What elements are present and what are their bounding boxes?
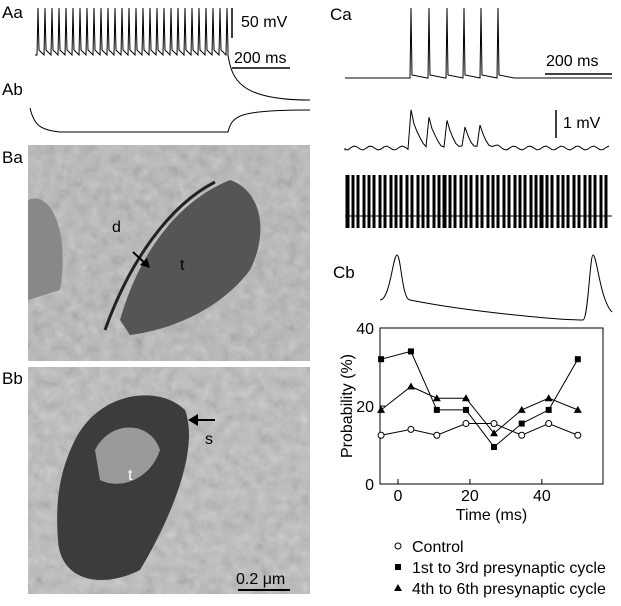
marker xyxy=(377,431,385,439)
marker xyxy=(545,420,553,428)
series-line xyxy=(380,423,579,436)
trace-ca-post xyxy=(344,109,610,151)
marker xyxy=(377,405,386,413)
x-tick-label: 0 xyxy=(394,488,403,505)
legend-marker xyxy=(394,584,402,591)
legend-marker xyxy=(394,542,402,550)
marker xyxy=(433,406,440,413)
em-image-bb xyxy=(28,367,310,594)
series-line xyxy=(380,385,579,435)
marker xyxy=(518,431,526,439)
arrow-head xyxy=(140,258,150,268)
y-tick-label: 0 xyxy=(365,477,374,494)
marker xyxy=(461,394,470,402)
marker xyxy=(544,394,553,402)
em-label: d xyxy=(112,219,121,236)
x-tick-label: 40 xyxy=(533,488,551,505)
marker xyxy=(490,420,498,428)
em-label: t xyxy=(180,257,185,274)
y-tick-label: 20 xyxy=(356,399,374,416)
em-label: t xyxy=(128,467,133,484)
legend-label: 4th to 6th presynaptic cycle xyxy=(412,581,606,598)
series-line xyxy=(380,350,579,448)
legend-marker xyxy=(395,564,401,570)
trace-ca xyxy=(345,7,612,79)
marker xyxy=(407,348,414,355)
scale-label: 50 mV xyxy=(241,14,288,31)
traces xyxy=(29,7,613,321)
panel-label: Ba xyxy=(2,148,23,167)
y-axis-label: Probability (%) xyxy=(339,354,356,458)
x-axis-label: Time (ms) xyxy=(456,507,527,524)
marker xyxy=(574,356,581,363)
panel-label: Ab xyxy=(2,80,23,99)
legend-label: Control xyxy=(412,539,464,556)
marker xyxy=(545,406,552,413)
em-image-ba xyxy=(28,145,310,361)
panel-label: Bb xyxy=(2,369,23,388)
marker xyxy=(573,405,582,413)
chart: 0 20 40 0 20 40 Time (ms) Probability (%) Contro… xyxy=(339,321,606,598)
panel-label: Cb xyxy=(333,263,355,282)
marker xyxy=(462,406,469,413)
trace-ab xyxy=(29,107,311,133)
marker xyxy=(433,431,441,439)
scale-label: 200 ms xyxy=(234,50,286,67)
scale-label: 0.2 μm xyxy=(236,571,285,588)
arrow-head xyxy=(188,414,198,426)
y-tick-label: 40 xyxy=(356,321,374,338)
scale-label: 200 ms xyxy=(546,53,598,70)
x-tick-label: 20 xyxy=(461,488,479,505)
trace-cb xyxy=(379,254,613,321)
marker xyxy=(491,443,498,450)
panel-label: Aa xyxy=(2,3,23,22)
scale-label: 1 mV xyxy=(563,115,601,132)
marker xyxy=(406,382,415,390)
trace-aa xyxy=(35,7,311,101)
em-label: s xyxy=(205,431,213,448)
marker xyxy=(378,356,385,363)
legend-label: 1st to 3rd presynaptic cycle xyxy=(412,560,606,577)
marker xyxy=(462,420,470,428)
marker xyxy=(518,420,525,427)
marker xyxy=(432,394,441,402)
panel-label: Ca xyxy=(330,5,352,24)
marker xyxy=(407,425,415,433)
marker xyxy=(574,431,582,439)
marker xyxy=(490,429,499,437)
marker xyxy=(517,405,526,413)
